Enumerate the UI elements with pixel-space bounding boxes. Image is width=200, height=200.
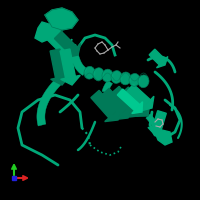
Polygon shape: [51, 75, 70, 85]
Polygon shape: [44, 28, 68, 52]
Polygon shape: [55, 39, 72, 56]
Polygon shape: [149, 49, 165, 65]
Polygon shape: [105, 107, 121, 122]
Polygon shape: [101, 88, 127, 116]
Polygon shape: [35, 22, 62, 42]
Polygon shape: [146, 114, 161, 132]
Polygon shape: [156, 56, 168, 68]
Polygon shape: [61, 75, 80, 85]
Polygon shape: [125, 103, 141, 118]
Polygon shape: [37, 77, 63, 126]
Polygon shape: [152, 111, 166, 131]
Ellipse shape: [138, 75, 149, 88]
Polygon shape: [122, 87, 146, 113]
Polygon shape: [115, 105, 131, 120]
Polygon shape: [91, 90, 117, 118]
Polygon shape: [127, 84, 151, 107]
Polygon shape: [156, 130, 172, 145]
Polygon shape: [67, 44, 81, 58]
Polygon shape: [148, 127, 165, 135]
Polygon shape: [117, 89, 140, 111]
Polygon shape: [68, 44, 87, 75]
Polygon shape: [111, 86, 137, 114]
Ellipse shape: [84, 66, 95, 79]
Polygon shape: [102, 80, 112, 93]
Polygon shape: [60, 49, 75, 78]
Ellipse shape: [102, 69, 113, 82]
Polygon shape: [132, 102, 143, 114]
Polygon shape: [136, 104, 150, 116]
Polygon shape: [50, 49, 65, 78]
Ellipse shape: [111, 71, 122, 83]
Polygon shape: [140, 96, 154, 111]
Polygon shape: [45, 8, 78, 30]
Ellipse shape: [93, 68, 104, 81]
Polygon shape: [54, 31, 77, 54]
Ellipse shape: [120, 72, 131, 85]
Ellipse shape: [129, 73, 140, 86]
